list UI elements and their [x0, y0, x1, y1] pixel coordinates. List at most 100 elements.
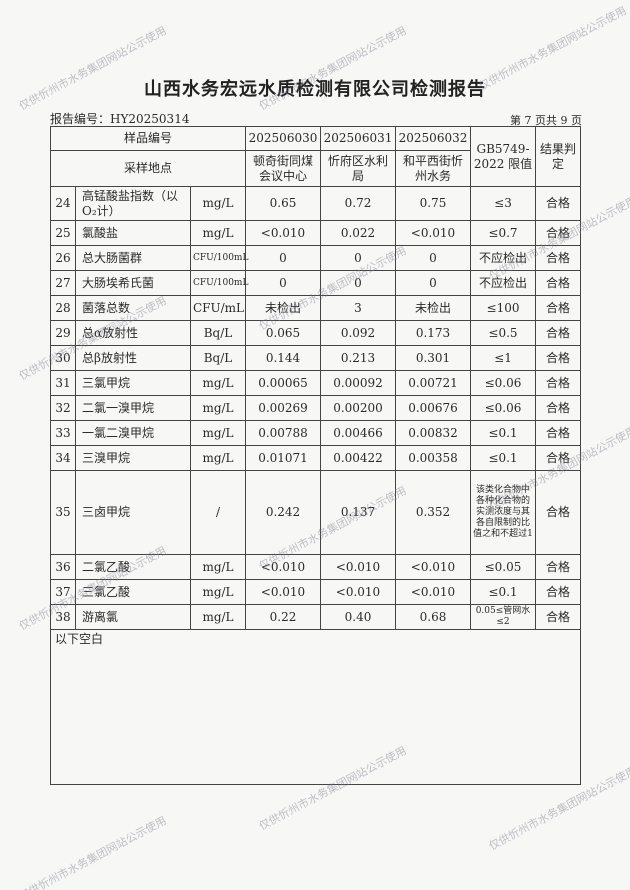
location: 忻府区水利局	[320, 150, 396, 187]
table-row: 34 三溴甲烷 mg/L 0.01071 0.00422 0.00358 ≤0.1 合格	[50, 445, 581, 471]
watermark: 仅供忻州市水务集团网站公示使用	[16, 813, 169, 890]
limit: 该类化合物中各种化合物的实测浓度与其各自限制的比值之和不超过1	[470, 470, 536, 555]
table-row: 36 二氯乙酸 mg/L <0.010 <0.010 <0.010 ≤0.05 合格	[50, 554, 581, 580]
row-number: 37	[50, 579, 76, 605]
unit: mg/L	[190, 186, 246, 221]
row-number: 30	[50, 345, 76, 371]
value: 0	[320, 245, 396, 271]
sample-no: 202506030	[245, 126, 321, 151]
result: 合格	[535, 186, 581, 221]
sample-no-label: 样品编号	[50, 126, 246, 151]
result: 合格	[535, 220, 581, 246]
limit: ≤0.1	[470, 445, 536, 471]
item-name: 二氯一溴甲烷	[75, 395, 191, 421]
table-row: 33 一氯二溴甲烷 mg/L 0.00788 0.00466 0.00832 ≤0.1 合格	[50, 420, 581, 446]
value: 0	[395, 270, 471, 296]
unit: Bq/L	[190, 320, 246, 346]
result: 合格	[535, 395, 581, 421]
value: 未检出	[395, 295, 471, 321]
location: 顿奇街同煤会议中心	[245, 150, 321, 187]
item-name: 大肠埃希氏菌	[75, 270, 191, 296]
results-table: 样品编号 202506030 202506031 202506032 GB574…	[50, 126, 581, 785]
item-name: 游离氯	[75, 604, 191, 630]
value: 0.00269	[245, 395, 321, 421]
value: 0	[395, 245, 471, 271]
value: 0.68	[395, 604, 471, 630]
limit: 不应检出	[470, 270, 536, 296]
value: 0	[320, 270, 396, 296]
table-row: 25 氯酸盐 mg/L <0.010 0.022 <0.010 ≤0.7 合格	[50, 220, 581, 246]
page-info: 第 7 页共 9 页	[510, 114, 582, 127]
table-row: 37 三氯乙酸 mg/L <0.010 <0.010 <0.010 ≤0.1 合格	[50, 579, 581, 605]
value: 0.00422	[320, 445, 396, 471]
table-row: 30 总β放射性 Bq/L 0.144 0.213 0.301 ≤1 合格	[50, 345, 581, 371]
result: 合格	[535, 270, 581, 296]
location: 和平西街忻州水务	[395, 150, 471, 187]
item-name: 二氯乙酸	[75, 554, 191, 580]
value: 0.00092	[320, 370, 396, 396]
row-number: 25	[50, 220, 76, 246]
item-name: 总β放射性	[75, 345, 191, 371]
row-number: 26	[50, 245, 76, 271]
value: 0.242	[245, 470, 321, 555]
result: 合格	[535, 370, 581, 396]
result: 合格	[535, 470, 581, 555]
value: 未检出	[245, 295, 321, 321]
item-name: 总大肠菌群	[75, 245, 191, 271]
limit-header: GB5749-2022 限值	[470, 126, 536, 187]
limit: ≤0.06	[470, 370, 536, 396]
row-number: 24	[50, 186, 76, 221]
limit: ≤0.5	[470, 320, 536, 346]
report-number: 报告编号：HY20250314	[50, 112, 190, 126]
unit: mg/L	[190, 370, 246, 396]
value: 0.01071	[245, 445, 321, 471]
footer-note: 以下空白	[50, 629, 581, 785]
result: 合格	[535, 420, 581, 446]
result: 合格	[535, 579, 581, 605]
result: 合格	[535, 320, 581, 346]
value: 0	[245, 270, 321, 296]
result: 合格	[535, 554, 581, 580]
value: 3	[320, 295, 396, 321]
sample-no: 202506032	[395, 126, 471, 151]
result: 合格	[535, 604, 581, 630]
limit: 0.05≤管网水≤2	[470, 604, 536, 630]
table-row: 29 总α放射性 Bq/L 0.065 0.092 0.173 ≤0.5 合格	[50, 320, 581, 346]
value: 0.00466	[320, 420, 396, 446]
value: 0.137	[320, 470, 396, 555]
item-name: 三氯乙酸	[75, 579, 191, 605]
table-row: 31 三氯甲烷 mg/L 0.00065 0.00092 0.00721 ≤0.06 合格	[50, 370, 581, 396]
result: 合格	[535, 295, 581, 321]
limit: ≤0.1	[470, 579, 536, 605]
result-header: 结果判定	[535, 126, 581, 187]
row-number: 28	[50, 295, 76, 321]
value: <0.010	[245, 220, 321, 246]
value: <0.010	[320, 554, 396, 580]
limit: 不应检出	[470, 245, 536, 271]
unit: CFU/mL	[190, 295, 246, 321]
item-name: 菌落总数	[75, 295, 191, 321]
row-number: 38	[50, 604, 76, 630]
location-label: 采样地点	[50, 150, 246, 187]
item-name: 三氯甲烷	[75, 370, 191, 396]
table-row: 27 大肠埃希氏菌 CFU/100mL 0 0 0 不应检出 合格	[50, 270, 581, 296]
value: 0.75	[395, 186, 471, 221]
value: 0.00832	[395, 420, 471, 446]
value: 0.352	[395, 470, 471, 555]
value: 0.092	[320, 320, 396, 346]
value: 0.301	[395, 345, 471, 371]
table-row: 35 三卤甲烷/0.242 0.137 0.352 该类化合物中各种化合物的实测浓度与其…	[50, 470, 581, 555]
limit: ≤0.05	[470, 554, 536, 580]
table-row: 26 总大肠菌群 CFU/100mL 0 0 0 不应检出 合格	[50, 245, 581, 271]
unit: CFU/100mL	[190, 245, 248, 271]
unit: mg/L	[190, 579, 246, 605]
row-number: 35	[50, 470, 76, 555]
value: <0.010	[245, 554, 321, 580]
value: 0.40	[320, 604, 396, 630]
unit: mg/L	[190, 220, 246, 246]
value: 0.213	[320, 345, 396, 371]
table-row: 24 高锰酸盐指数（以O₂计） mg/L 0.65 0.72 0.75 ≤3 合格	[50, 186, 581, 221]
limit: ≤100	[470, 295, 536, 321]
value: 0.00676	[395, 395, 471, 421]
